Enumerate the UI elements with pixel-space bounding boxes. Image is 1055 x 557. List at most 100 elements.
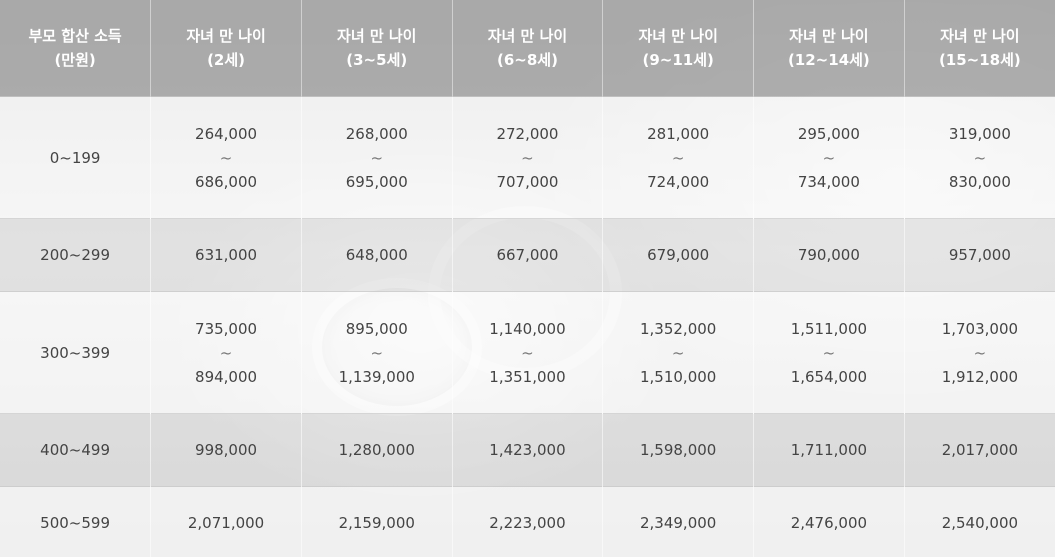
header-age-12-14: 자녀 만 나이 (12~14세) xyxy=(753,0,905,97)
range-tilde: ~ xyxy=(370,148,384,167)
table-row: 400~499 998,000 1,280,000 1,423,000 1,59… xyxy=(0,413,1055,487)
amount-low: 1,703,000 xyxy=(941,319,1019,338)
amount-high: 724,000 xyxy=(647,172,710,191)
amount-cell: 648,000 xyxy=(301,218,453,292)
amount-low: 264,000 xyxy=(195,124,258,143)
amount-range-cell: 1,140,000 ~1,351,000 xyxy=(452,291,604,414)
amount-low: 735,000 xyxy=(195,319,258,338)
amount-cell: 2,540,000 xyxy=(904,486,1055,557)
amount-low: 1,140,000 xyxy=(489,319,566,338)
amount-low: 272,000 xyxy=(496,124,559,143)
amount-range-cell: 281,000 ~724,000 xyxy=(602,96,755,219)
amount-high: 707,000 xyxy=(496,172,559,191)
amount-high: 695,000 xyxy=(345,172,408,191)
header-line1: 자녀 만 나이 xyxy=(337,27,417,45)
range-tilde: ~ xyxy=(973,343,987,362)
range-tilde: ~ xyxy=(822,343,836,362)
amount-low: 281,000 xyxy=(647,124,710,143)
header-line2: (9~11세) xyxy=(642,51,714,69)
header-age-3-5: 자녀 만 나이 (3~5세) xyxy=(301,0,453,97)
amount-high: 1,139,000 xyxy=(338,367,415,386)
table-row: 0~199 264,000 ~686,000 268,000 ~695,000 27… xyxy=(0,96,1055,219)
amount-low: 1,511,000 xyxy=(790,319,868,338)
header-row: 부모 합산 소득 (만원) 자녀 만 나이 (2세) 자녀 만 나이 (3~5세) 자… xyxy=(0,0,1055,97)
amount-range-cell: 319,000 ~830,000 xyxy=(904,96,1055,219)
header-line2: (15~18세) xyxy=(938,51,1021,69)
amount-cell: 1,711,000 xyxy=(753,413,905,487)
amount-cell: 2,159,000 xyxy=(301,486,453,557)
header-line1: 자녀 만 나이 xyxy=(789,27,869,45)
table-row: 200~299 631,000 648,000 667,000 679,000 … xyxy=(0,218,1055,292)
amount-range-cell: 735,000 ~894,000 xyxy=(150,291,302,414)
amount-cell: 667,000 xyxy=(452,218,604,292)
header-line2: (3~5세) xyxy=(346,51,408,69)
amount-low: 1,352,000 xyxy=(639,319,717,338)
amount-range-cell: 1,703,000 ~1,912,000 xyxy=(904,291,1055,414)
amount-cell: 2,223,000 xyxy=(452,486,604,557)
header-line2: (만원) xyxy=(54,51,96,69)
amount-cell: 790,000 xyxy=(753,218,905,292)
header-line1: 부모 합산 소득 xyxy=(28,27,122,45)
amount-low: 295,000 xyxy=(797,124,860,143)
header-line2: (12~14세) xyxy=(787,51,870,69)
amount-range-cell: 264,000 ~686,000 xyxy=(150,96,302,219)
income-cell: 500~599 xyxy=(0,486,152,557)
amount-range-cell: 1,352,000 ~1,510,000 xyxy=(602,291,755,414)
table-row: 300~399 735,000 ~894,000 895,000 ~1,139,00… xyxy=(0,291,1055,414)
range-tilde: ~ xyxy=(521,148,534,167)
header-line1: 자녀 만 나이 xyxy=(638,27,718,45)
amount-low: 319,000 xyxy=(948,124,1011,143)
amount-high: 734,000 xyxy=(797,172,860,191)
income-cell: 400~499 xyxy=(0,413,152,487)
range-tilde: ~ xyxy=(219,343,233,362)
amount-range-cell: 268,000 ~695,000 xyxy=(301,96,453,219)
income-cell: 0~199 xyxy=(0,96,152,219)
amount-cell: 1,280,000 xyxy=(301,413,453,487)
amount-low: 268,000 xyxy=(345,124,408,143)
header-line1: 자녀 만 나이 xyxy=(487,27,568,45)
header-line1: 자녀 만 나이 xyxy=(186,27,266,45)
amount-cell: 2,071,000 xyxy=(150,486,302,557)
amount-high: 1,510,000 xyxy=(639,367,717,386)
header-line1: 자녀 만 나이 xyxy=(940,27,1020,45)
header-line2: (2세) xyxy=(207,51,246,69)
amount-cell: 957,000 xyxy=(904,218,1055,292)
header-age-6-8: 자녀 만 나이 (6~8세) xyxy=(452,0,604,97)
range-tilde: ~ xyxy=(370,343,384,362)
amount-low: 895,000 xyxy=(345,319,408,338)
amount-range-cell: 272,000 ~707,000 xyxy=(452,96,604,219)
range-tilde: ~ xyxy=(973,148,987,167)
range-tilde: ~ xyxy=(219,148,233,167)
amount-cell: 1,598,000 xyxy=(602,413,755,487)
amount-cell: 2,476,000 xyxy=(753,486,905,557)
amount-cell: 1,423,000 xyxy=(452,413,604,487)
range-tilde: ~ xyxy=(822,148,836,167)
header-parent-income: 부모 합산 소득 (만원) xyxy=(0,0,152,97)
table-header: 부모 합산 소득 (만원) 자녀 만 나이 (2세) 자녀 만 나이 (3~5세) 자… xyxy=(0,0,1055,97)
amount-high: 830,000 xyxy=(948,172,1011,191)
range-tilde: ~ xyxy=(671,148,685,167)
amount-range-cell: 895,000 ~1,139,000 xyxy=(301,291,453,414)
range-tilde: ~ xyxy=(671,343,685,362)
income-cell: 200~299 xyxy=(0,218,152,292)
amount-cell: 2,349,000 xyxy=(602,486,755,557)
amount-high: 1,912,000 xyxy=(941,367,1019,386)
amount-cell: 2,017,000 xyxy=(904,413,1055,487)
amount-high: 1,654,000 xyxy=(790,367,868,386)
table-body: 0~199 264,000 ~686,000 268,000 ~695,000 27… xyxy=(0,96,1055,557)
amount-cell: 679,000 xyxy=(602,218,755,292)
amount-cell: 631,000 xyxy=(150,218,302,292)
amount-high: 686,000 xyxy=(195,172,258,191)
amount-range-cell: 295,000 ~734,000 xyxy=(753,96,905,219)
table-row: 500~599 2,071,000 2,159,000 2,223,000 2,… xyxy=(0,486,1055,557)
header-line2: (6~8세) xyxy=(496,51,558,69)
amount-high: 894,000 xyxy=(195,367,258,386)
amount-range-cell: 1,511,000 ~1,654,000 xyxy=(753,291,905,414)
amount-high: 1,351,000 xyxy=(489,367,566,386)
header-age-15-18: 자녀 만 나이 (15~18세) xyxy=(904,0,1055,97)
header-age-9-11: 자녀 만 나이 (9~11세) xyxy=(602,0,755,97)
header-age-2: 자녀 만 나이 (2세) xyxy=(150,0,302,97)
range-tilde: ~ xyxy=(521,343,534,362)
